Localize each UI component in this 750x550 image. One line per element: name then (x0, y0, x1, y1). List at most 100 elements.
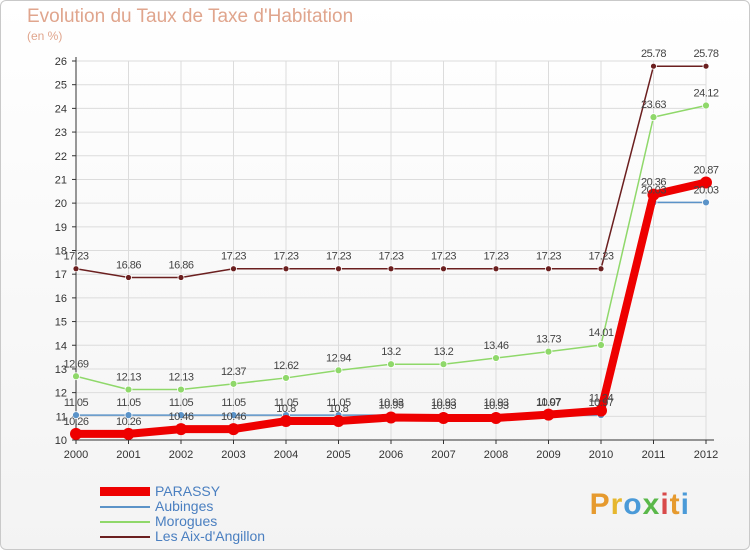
legend-item: Aubinges (100, 499, 265, 514)
data-point (595, 404, 607, 417)
data-label: 12.13 (168, 372, 193, 384)
data-label: 11.07 (536, 397, 561, 409)
data-point (334, 366, 343, 375)
data-label: 17.23 (588, 251, 613, 263)
data-labels: 17.23 16.86 16.86 17.23 17.23 17.23 17.23 17.23… (63, 48, 719, 428)
data-label: 12.37 (221, 366, 246, 378)
data-point (490, 411, 502, 424)
data-label: 11.05 (64, 397, 89, 409)
data-label: 16.86 (168, 260, 193, 272)
data-label: 10.46 (168, 411, 193, 423)
data-point (72, 372, 80, 381)
y-tick-label: 10 (55, 435, 67, 447)
data-point (545, 265, 552, 273)
axes: 10 11 12 13 14 15 16 17 18 19 20 21 22 23 24 25 26 2000 20… (55, 56, 718, 461)
data-point (702, 62, 710, 70)
logo-letter: o (623, 488, 643, 521)
data-point (282, 265, 290, 273)
data-label: 11.05 (274, 397, 299, 409)
data-point (492, 354, 500, 362)
logo-letter: i (660, 488, 670, 521)
legend-item: Morogues (100, 514, 265, 529)
legend-swatch (100, 535, 150, 538)
data-point (702, 198, 710, 207)
data-point (177, 411, 185, 420)
x-tick-label: 2005 (326, 449, 350, 461)
data-label: 12.13 (116, 372, 141, 384)
legend-label: Les Aix-d'Angillon (155, 528, 266, 544)
data-label: 17.23 (431, 251, 456, 263)
data-point (650, 62, 657, 70)
logo-letter: t (669, 488, 681, 521)
data-label: 12.62 (273, 360, 298, 372)
data-label: 11.24 (589, 393, 614, 405)
data-point (597, 341, 605, 349)
legend-swatch (100, 487, 150, 496)
x-tick-label: 2000 (64, 449, 88, 461)
x-tick-label: 2008 (484, 449, 508, 461)
data-label: 20.36 (641, 177, 666, 189)
x-tick-label: 2001 (116, 449, 140, 461)
data-label: 10.93 (483, 397, 508, 409)
data-point (649, 113, 658, 122)
y-tick-label: 14 (55, 340, 67, 352)
data-point (542, 408, 555, 421)
data-point (124, 385, 133, 394)
data-point (702, 101, 710, 110)
y-tick-label: 26 (55, 56, 67, 68)
data-label: 17.23 (483, 251, 508, 263)
data-point (70, 427, 82, 440)
data-label: 20.03 (693, 184, 718, 196)
data-label: 10.97 (588, 397, 613, 409)
y-tick-label: 16 (55, 293, 67, 305)
data-label: 17.23 (536, 251, 561, 263)
y-tick-label: 15 (55, 317, 67, 329)
data-point (437, 411, 450, 424)
data-label: 16.86 (116, 260, 141, 272)
legend: PARASSY Aubinges Morogues Les Aix-d'Angillo… (100, 484, 265, 544)
data-point (385, 411, 397, 424)
logo-letter: P (589, 488, 611, 521)
data-point (647, 188, 660, 201)
y-tick-label: 11 (56, 411, 67, 423)
data-label: 20.03 (641, 184, 666, 196)
data-point (175, 423, 187, 436)
data-label: 17.23 (63, 251, 88, 263)
data-label: 20.87 (693, 165, 718, 177)
data-point (597, 265, 605, 273)
logo-letter: i (680, 488, 690, 521)
legend-swatch (100, 505, 150, 508)
data-point (72, 265, 80, 273)
x-tick-label: 2002 (169, 449, 193, 461)
data-label: 14.01 (588, 327, 613, 339)
data-label: 24.12 (693, 88, 718, 100)
data-label: 10.8 (276, 403, 296, 415)
x-tick-label: 2011 (642, 449, 666, 461)
data-label: 13.73 (536, 334, 561, 346)
data-point (72, 411, 80, 420)
data-label: 17.23 (378, 251, 403, 263)
data-label: 11.05 (221, 397, 246, 409)
data-point (439, 360, 448, 369)
data-point (124, 411, 133, 420)
data-label: 10.26 (116, 416, 141, 428)
y-tick-label: 13 (55, 364, 67, 376)
data-point (492, 265, 500, 273)
y-tick-label: 17 (55, 269, 67, 281)
data-point (332, 415, 345, 428)
data-label: 17.23 (326, 251, 351, 263)
data-point (122, 427, 135, 440)
y-tick-label: 12 (55, 388, 67, 400)
data-label: 11.05 (116, 397, 141, 409)
legend-label: Aubinges (155, 498, 214, 514)
data-point (387, 265, 395, 273)
data-label: 12.69 (63, 358, 88, 370)
y-tick-label: 21 (55, 174, 67, 186)
data-label: 11.05 (326, 397, 351, 409)
series-layer (70, 62, 712, 440)
legend-label: PARASSY (155, 483, 221, 499)
data-point (177, 385, 185, 394)
y-tick-label: 24 (55, 103, 67, 115)
data-label: 13.2 (434, 346, 454, 358)
